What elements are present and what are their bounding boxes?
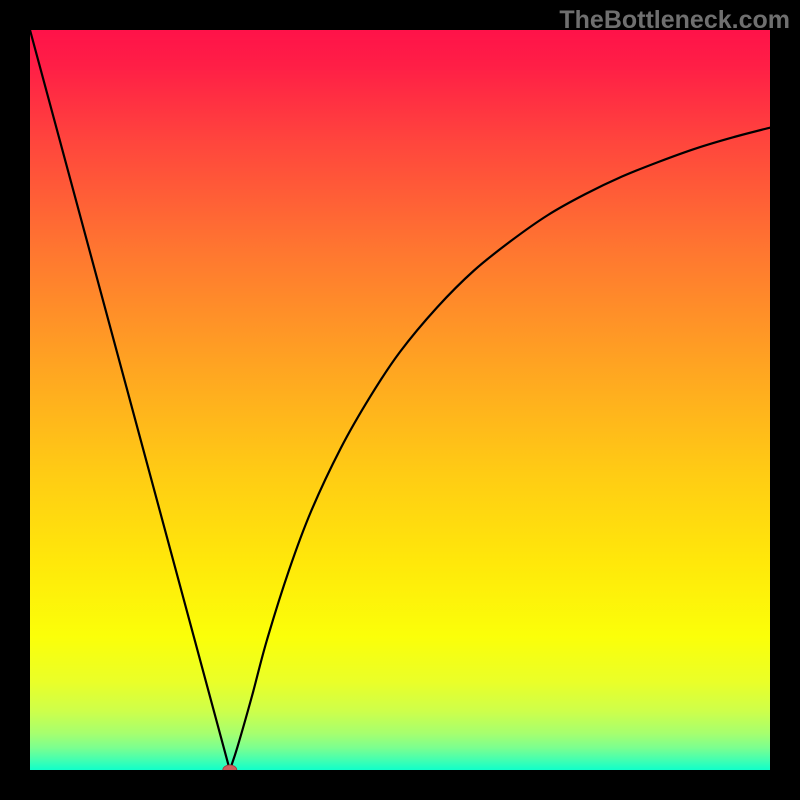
bottleneck-chart [0,0,800,800]
watermark-text: TheBottleneck.com [559,6,790,35]
plot-background [30,30,770,770]
chart-container: TheBottleneck.com [0,0,800,800]
